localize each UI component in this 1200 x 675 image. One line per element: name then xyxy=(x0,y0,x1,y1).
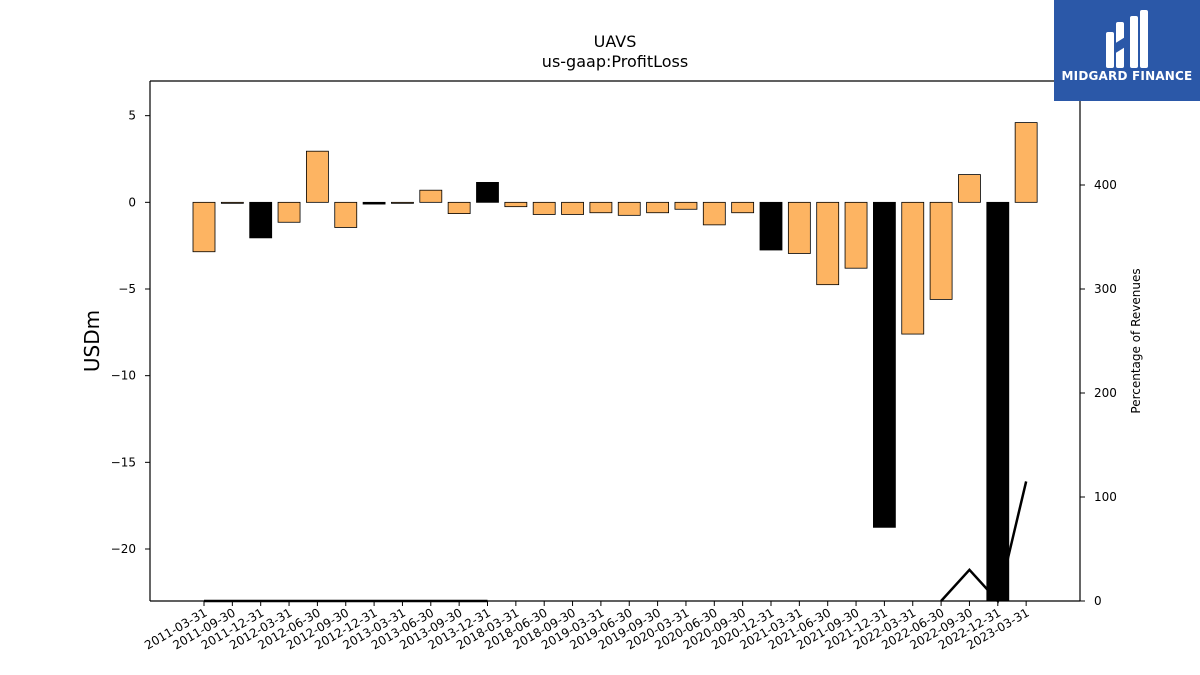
right-y-tick-label: 200 xyxy=(1094,386,1117,400)
bar xyxy=(362,201,386,205)
bar xyxy=(192,201,216,253)
left-y-ticks: 5 0 −5 −10 −15 −20 xyxy=(111,109,150,556)
bar xyxy=(617,201,641,216)
bar xyxy=(787,201,811,254)
right-y-tick-label: 100 xyxy=(1094,490,1117,504)
bar xyxy=(873,201,896,528)
bar-series xyxy=(192,122,1038,602)
y-axis-label: USDm xyxy=(80,310,104,372)
bar xyxy=(958,174,981,203)
bar xyxy=(929,201,953,300)
logo-text: MIDGARD FINANCE xyxy=(1061,69,1193,83)
bar xyxy=(447,201,471,214)
bar xyxy=(1014,122,1038,203)
bar xyxy=(532,201,556,215)
line-series xyxy=(204,481,1028,604)
bar xyxy=(561,201,584,215)
logo-mark-icon xyxy=(1106,10,1148,68)
right-y-tick-label: 400 xyxy=(1094,178,1117,192)
bar xyxy=(646,201,669,214)
y-tick-label: −15 xyxy=(111,455,136,469)
right-y-axis-label: Percentage of Revenues xyxy=(1129,268,1143,413)
bar xyxy=(476,181,499,203)
line-segment xyxy=(940,481,1028,604)
bar xyxy=(589,201,613,214)
bar xyxy=(504,201,528,208)
y-tick-label: −10 xyxy=(111,369,136,383)
y-tick-label: −5 xyxy=(118,282,136,296)
bar xyxy=(220,201,244,204)
bar xyxy=(731,201,755,214)
bar xyxy=(249,201,273,239)
bar xyxy=(844,201,868,269)
bar xyxy=(901,201,925,335)
chart-subtitle: us-gaap:ProfitLoss xyxy=(542,52,688,71)
bar xyxy=(759,201,783,251)
bar xyxy=(816,201,840,286)
right-y-tick-label: 300 xyxy=(1094,282,1117,296)
x-ticks: 2011-03-312011-09-302011-12-312012-03-31… xyxy=(142,601,1032,652)
bar xyxy=(391,201,414,204)
y-tick-label: 0 xyxy=(128,195,136,209)
bar xyxy=(674,201,698,210)
right-y-ticks: 0 100 200 300 400 xyxy=(1080,178,1117,608)
y-tick-label: 5 xyxy=(128,109,136,123)
bar xyxy=(277,201,301,223)
right-y-tick-label: 0 xyxy=(1094,594,1102,608)
bar xyxy=(986,201,1010,602)
bar xyxy=(702,201,726,226)
bar xyxy=(305,150,329,203)
bar xyxy=(334,201,358,228)
chart-title: UAVS xyxy=(594,32,637,51)
y-tick-label: −20 xyxy=(111,542,136,556)
brand-logo: MIDGARD FINANCE xyxy=(1054,0,1200,101)
bar xyxy=(419,189,443,203)
